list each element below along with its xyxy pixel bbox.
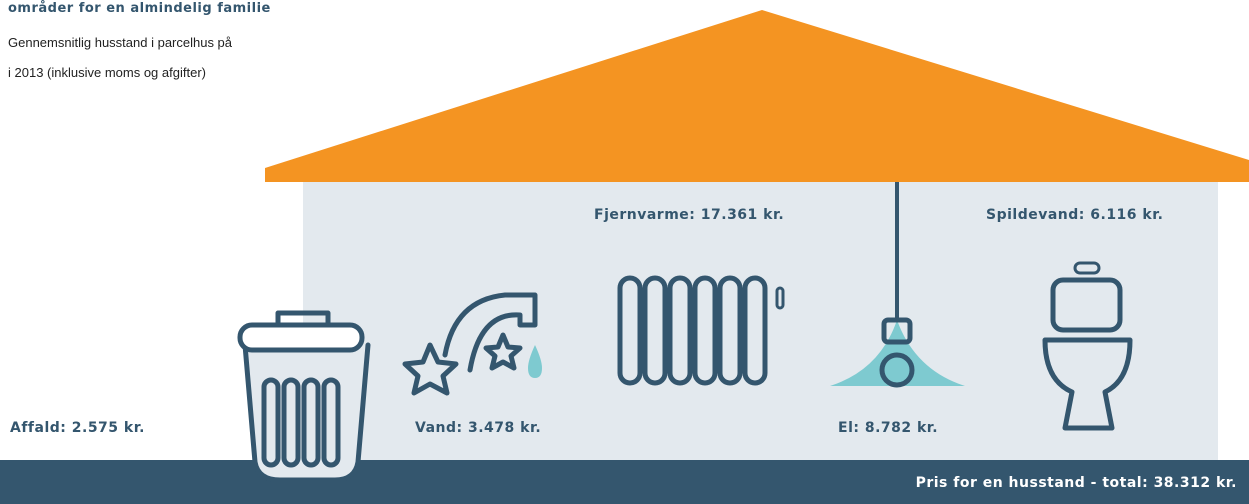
infographic: områder for en almindelig familie Gennem… xyxy=(0,0,1249,504)
item-label: Affald: 2.575 kr. xyxy=(10,420,145,436)
page: områder for en almindelig familie Gennem… xyxy=(0,0,1249,504)
subtitle: Gennemsnitlig husstand i parcelhus på xyxy=(8,35,233,50)
total-label: Pris for en husstand - total: 38.312 kr. xyxy=(916,475,1237,491)
roof xyxy=(265,10,1249,182)
item-label: Spildevand: 6.116 kr. xyxy=(986,207,1163,223)
item-label: Fjernvarme: 17.361 kr. xyxy=(594,207,784,223)
title: områder for en almindelig familie xyxy=(8,1,271,16)
subtitle: i 2013 (inklusive moms og afgifter) xyxy=(8,65,206,80)
item-label: El: 8.782 kr. xyxy=(838,420,938,436)
item-label: Vand: 3.478 kr. xyxy=(415,420,541,436)
trash-icon xyxy=(240,313,368,480)
